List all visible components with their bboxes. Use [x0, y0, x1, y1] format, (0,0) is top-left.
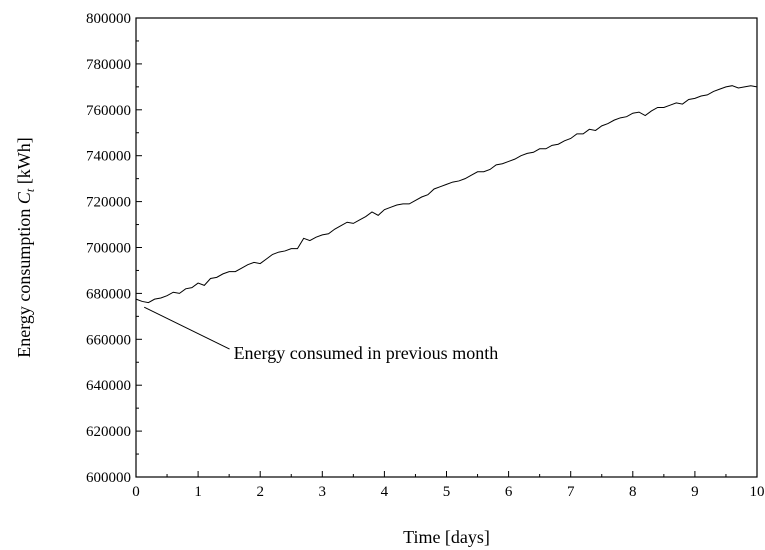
axis-tick-labels: 0 1 2 3 4 5 6 7 8 9 10 600000 620000 640000 660000 6800… — [86, 11, 765, 500]
y-tick-label: 640000 — [86, 378, 131, 394]
y-tick-label: 680000 — [86, 286, 131, 302]
x-tick-label: 3 — [319, 484, 327, 500]
y-tick-label: 720000 — [86, 195, 131, 211]
y-axis-title-symbol: C — [14, 191, 34, 204]
x-tick-label: 10 — [750, 484, 765, 500]
y-tick-label: 620000 — [86, 424, 131, 440]
x-tick-label: 4 — [381, 484, 389, 500]
x-tick-label: 2 — [256, 484, 264, 500]
x-tick-label: 0 — [132, 484, 140, 500]
annotation-label: Energy consumed in previous month — [234, 343, 499, 363]
x-tick-label: 5 — [443, 484, 451, 500]
y-tick-label: 760000 — [86, 103, 131, 119]
y-tick-label: 700000 — [86, 241, 131, 257]
y-axis-title-unit: [kWh] — [14, 137, 34, 188]
y-axis-title-subscript: t — [23, 188, 37, 192]
y-tick-label: 800000 — [86, 11, 131, 27]
annotation-leader-line — [143, 306, 230, 350]
plot-area-frame — [135, 17, 758, 478]
energy-consumption-line — [135, 85, 758, 304]
axis-ticks — [135, 17, 758, 478]
x-tick-label: 1 — [194, 484, 202, 500]
x-axis-title: Time [days] — [403, 527, 490, 547]
x-tick-label: 9 — [691, 484, 699, 500]
y-axis-title: Energy consumption Ct [kWh] — [14, 137, 37, 358]
x-tick-label: 8 — [629, 484, 637, 500]
x-tick-label: 6 — [505, 484, 513, 500]
y-tick-label: 600000 — [86, 470, 131, 486]
y-tick-label: 780000 — [86, 57, 131, 73]
y-axis-title-main: Energy consumption — [14, 204, 34, 358]
y-tick-label: 740000 — [86, 149, 131, 165]
y-tick-label: 660000 — [86, 332, 131, 348]
x-tick-label: 7 — [567, 484, 575, 500]
